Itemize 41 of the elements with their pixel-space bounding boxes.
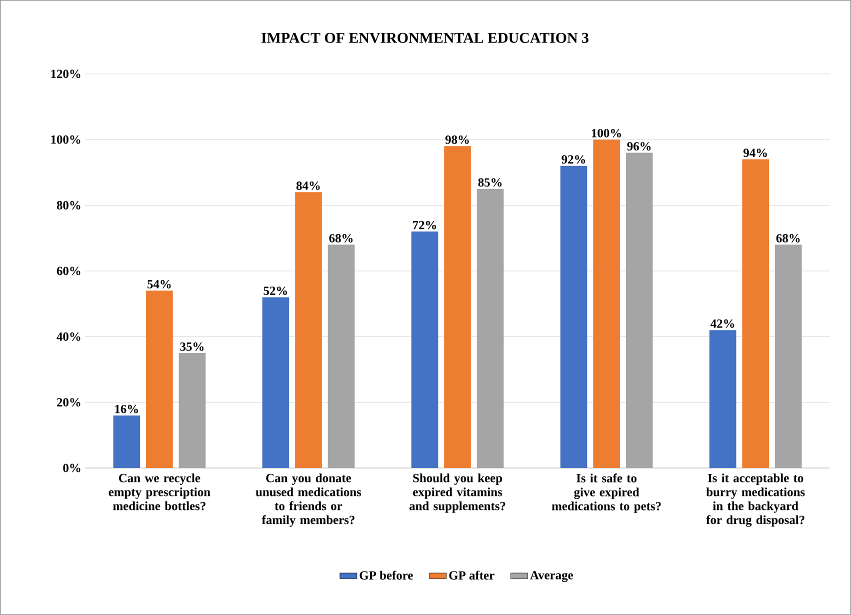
bar bbox=[560, 166, 588, 468]
bar bbox=[262, 297, 290, 468]
bar bbox=[146, 290, 173, 468]
data-label: 100% bbox=[592, 128, 621, 138]
legend-label: GP after bbox=[449, 570, 494, 580]
legend-label: GP before bbox=[360, 570, 413, 580]
data-label: 96% bbox=[627, 142, 651, 151]
y-tick-label: 120% bbox=[51, 70, 80, 78]
y-tick-label: 80% bbox=[56, 201, 80, 210]
x-tick-label: Is it acceptable to burry medications in the backyard for drug disposal? bbox=[706, 474, 805, 527]
bar bbox=[593, 140, 620, 468]
data-label: 52% bbox=[264, 286, 287, 296]
y-tick-label: 0% bbox=[63, 464, 80, 472]
legend-label: Average bbox=[530, 571, 574, 582]
data-label: 85% bbox=[478, 178, 502, 187]
bar bbox=[113, 415, 140, 468]
data-label: 98% bbox=[445, 136, 469, 144]
data-label: 35% bbox=[180, 342, 204, 351]
chart-title: IMPACT OF ENVIRONMENTAL EDUCATION 3 bbox=[261, 32, 588, 43]
bar bbox=[411, 232, 438, 468]
y-tick-label: 100% bbox=[51, 135, 80, 144]
x-tick-label: Is it safe to give expired medications to pets? bbox=[552, 474, 661, 513]
data-label: 94% bbox=[743, 148, 767, 158]
y-tick-label: 40% bbox=[56, 332, 80, 341]
x-tick-label: Can you donate unused medications to friends or family members? bbox=[256, 474, 362, 527]
bar bbox=[709, 330, 736, 468]
data-label: 72% bbox=[412, 220, 436, 230]
x-tick-label: Should you keep expired vitamins and supplements? bbox=[409, 474, 506, 513]
data-label: 68% bbox=[329, 234, 353, 243]
data-label: 84% bbox=[296, 182, 320, 190]
data-label: 42% bbox=[710, 319, 734, 328]
data-label: 54% bbox=[147, 280, 171, 288]
bar bbox=[295, 192, 322, 468]
y-tick-label: 60% bbox=[56, 266, 80, 276]
bar bbox=[444, 146, 471, 468]
data-label: 92% bbox=[562, 155, 586, 164]
data-label: 68% bbox=[776, 234, 800, 243]
x-tick-label: Can we recycle empty prescription medicine bottles? bbox=[108, 474, 210, 510]
bar bbox=[742, 159, 769, 468]
y-tick-label: 20% bbox=[57, 398, 80, 407]
data-label: 16% bbox=[115, 404, 138, 414]
